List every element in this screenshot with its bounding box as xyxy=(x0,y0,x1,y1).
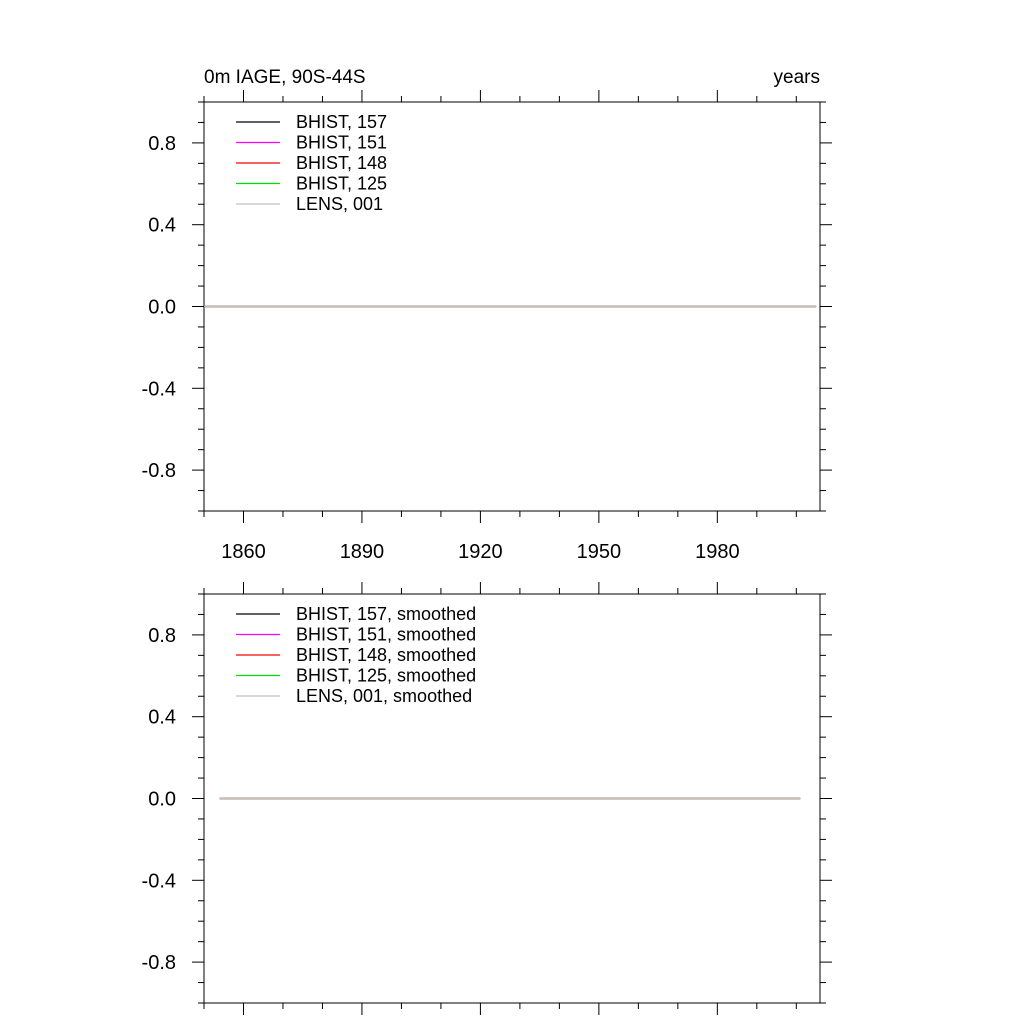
legend-label: LENS, 001 xyxy=(296,194,383,214)
legend-label: BHIST, 157, smoothed xyxy=(296,604,476,624)
y-tick-label: -0.4 xyxy=(142,378,176,400)
legend-label: BHIST, 151, smoothed xyxy=(296,625,476,645)
x-tick-label: 1980 xyxy=(695,541,740,563)
legend-label: LENS, 001, smoothed xyxy=(296,686,472,706)
x-tick-label: 1860 xyxy=(221,541,266,563)
y-tick-label: -0.8 xyxy=(142,460,176,482)
x-tick-label: 1950 xyxy=(577,541,622,563)
y-tick-label: 0.8 xyxy=(148,133,176,155)
legend-label: BHIST, 148 xyxy=(296,153,387,173)
legend-label: BHIST, 125 xyxy=(296,174,387,194)
y-tick-label: 0.0 xyxy=(148,297,176,319)
title-left: 0m IAGE, 90S-44S xyxy=(204,67,366,88)
legend-label: BHIST, 151 xyxy=(296,133,387,153)
legend-label: BHIST, 148, smoothed xyxy=(296,645,476,665)
y-tick-label: -0.4 xyxy=(142,870,176,892)
y-tick-label: 0.0 xyxy=(148,789,176,811)
panel-raw: -0.8 -0.4 0.0 0.4 0.8 1860 1890 1920 1950 1980 BHI… xyxy=(142,90,832,563)
y-tick-label: 0.8 xyxy=(148,625,176,647)
legend-label: BHIST, 157 xyxy=(296,112,387,132)
x-tick-label: 1890 xyxy=(340,541,385,563)
legend-label: BHIST, 125, smoothed xyxy=(296,666,476,686)
title-right: years xyxy=(774,67,820,88)
y-tick-label: 0.4 xyxy=(148,707,176,729)
y-tick-label: 0.4 xyxy=(148,215,176,237)
y-tick-label: -0.8 xyxy=(142,952,176,974)
x-tick-label: 1920 xyxy=(458,541,503,563)
